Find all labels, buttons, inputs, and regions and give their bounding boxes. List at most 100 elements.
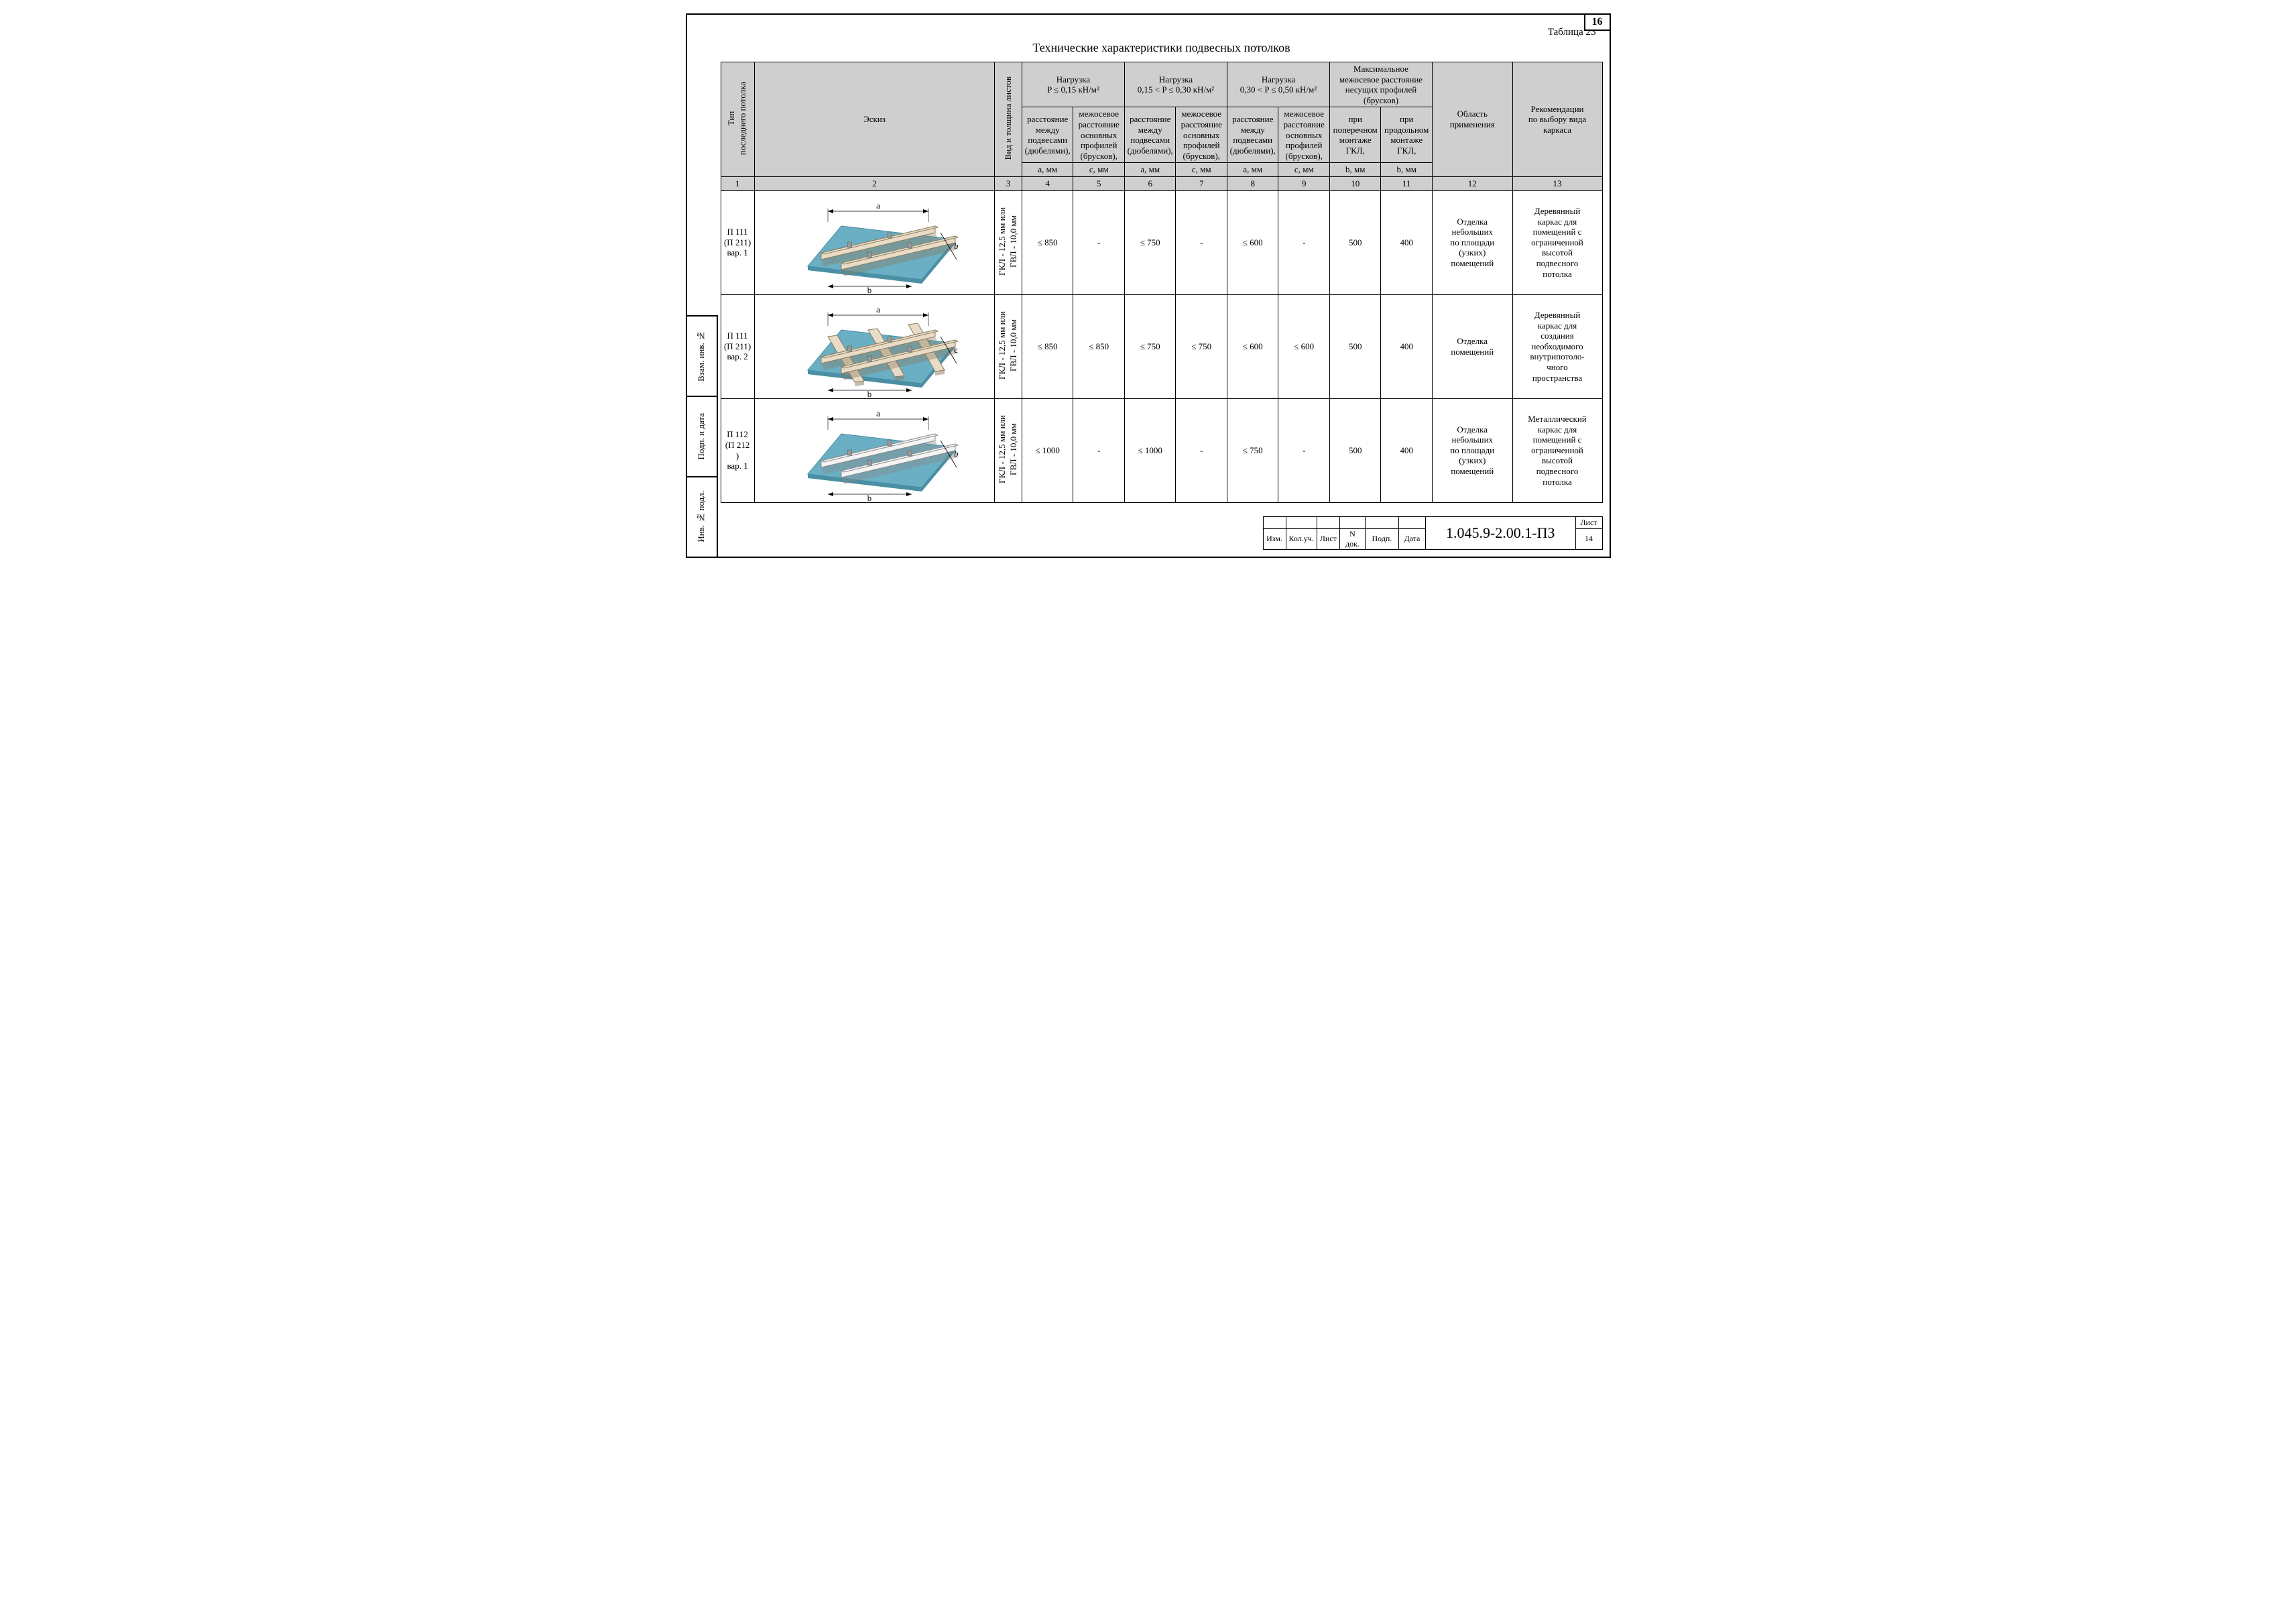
rec-cell: Деревянныйкаркас дляпомещений сограничен… — [1512, 190, 1602, 294]
sub-c-1: межосевоерасстояниеосновныхпрофилей(брус… — [1073, 107, 1125, 163]
row-type: П 111(П 211)вар. 1 — [721, 190, 754, 294]
side-stamp-cell: Взам. инв. № — [687, 317, 717, 397]
colnum: 12 — [1432, 176, 1512, 190]
unit-a-3: a, мм — [1227, 163, 1278, 177]
colnum-row: 12345678910111213 — [721, 176, 1602, 190]
svg-text:b: b — [867, 389, 871, 397]
colnum: 9 — [1278, 176, 1330, 190]
side-stamp-cell: Инв. № подл. — [687, 477, 717, 558]
page-frame: 16 Таблица 23 Технические характеристики… — [686, 13, 1611, 558]
title-block-label: Изм. — [1263, 528, 1286, 549]
unit-a-2: a, мм — [1124, 163, 1176, 177]
unit-a-1: a, мм — [1022, 163, 1073, 177]
spec-table: Типпоследнего потолка Эскиз Вид и толщин… — [721, 62, 1603, 503]
unit-c-1: c, мм — [1073, 163, 1125, 177]
table-body: П 111(П 211)вар. 1 a b b ГКЛ - 12,5 мм илиГВ… — [721, 190, 1602, 502]
table-row: П 112(П 212 )вар. 1 a b b ГКЛ - 12,5 мм илиГ… — [721, 398, 1602, 502]
sketch-svg: abc — [781, 296, 969, 397]
unit-b-1: b, мм — [1329, 163, 1381, 177]
colnum: 11 — [1381, 176, 1433, 190]
unit-c-3: c, мм — [1278, 163, 1330, 177]
table-row: П 111(П 211)вар. 2 abc ГКЛ - 12,5 мм илиГВ… — [721, 294, 1602, 398]
data-cell: ≤ 850 — [1073, 294, 1125, 398]
area-cell: Отделкапомещений — [1432, 294, 1512, 398]
load-group-2: Нагрузка0,15 < P ≤ 0,30 кН/м² — [1124, 62, 1227, 107]
row-type: П 112(П 212 )вар. 1 — [721, 398, 754, 502]
data-cell: ≤ 750 — [1227, 398, 1278, 502]
title-block-label: Дата — [1398, 528, 1425, 549]
sub-a-3: расстояниемеждуподвесами(дюбелями), — [1227, 107, 1278, 163]
title-block-label: N док. — [1339, 528, 1365, 549]
area-cell: Отделканебольшихпо площади(узких)помещен… — [1432, 190, 1512, 294]
title-block: 1.045.9-2.00.1-ПЗ Лист Изм.Кол.уч.ЛистN … — [1263, 516, 1603, 550]
svg-text:b: b — [954, 449, 959, 459]
data-cell: - — [1278, 190, 1330, 294]
data-cell: 500 — [1329, 398, 1381, 502]
data-cell: 400 — [1381, 190, 1433, 294]
data-cell: - — [1278, 398, 1330, 502]
sub-c-3: межосевоерасстояниеосновныхпрофилей(брус… — [1278, 107, 1330, 163]
page-number-top: 16 — [1584, 13, 1611, 31]
sketch-cell: abc — [754, 294, 995, 398]
title-block-label: Кол.уч. — [1286, 528, 1317, 549]
title-block-label: Подп. — [1365, 528, 1398, 549]
load-group-1: НагрузкаP ≤ 0,15 кН/м² — [1022, 62, 1124, 107]
data-cell: ≤ 850 — [1022, 294, 1073, 398]
sketch-cell: a b b — [754, 398, 995, 502]
sub-a-2: расстояниемеждуподвесами(дюбелями), — [1124, 107, 1176, 163]
table-label: Таблица 23 — [721, 27, 1596, 38]
col2-header: Эскиз — [754, 62, 995, 177]
max-group: Максимальноемежосевое расстояниенесущих … — [1329, 62, 1432, 107]
data-cell: - — [1073, 190, 1125, 294]
col12-header: Областьприменения — [1432, 62, 1512, 177]
sheet-num: 14 — [1575, 528, 1602, 549]
data-cell: - — [1073, 398, 1125, 502]
data-cell: ≤ 600 — [1278, 294, 1330, 398]
data-cell: ≤ 600 — [1227, 190, 1278, 294]
sheet-type: ГКЛ - 12,5 мм илиГВЛ - 10,0 мм — [995, 398, 1022, 502]
table-row: П 111(П 211)вар. 1 a b b ГКЛ - 12,5 мм илиГВ… — [721, 190, 1602, 294]
sub-b1: припоперечноммонтажеГКЛ, — [1329, 107, 1381, 163]
data-cell: 500 — [1329, 190, 1381, 294]
data-cell: 400 — [1381, 294, 1433, 398]
side-stamp-cell: Подп. и дата — [687, 397, 717, 477]
col1-header: Типпоследнего потолка — [726, 82, 749, 155]
colnum: 4 — [1022, 176, 1073, 190]
rec-cell: Металлическийкаркас дляпомещений сограни… — [1512, 398, 1602, 502]
data-cell: ≤ 750 — [1124, 294, 1176, 398]
data-cell: - — [1176, 190, 1227, 294]
page-title: Технические характеристики подвесных пот… — [721, 41, 1603, 55]
svg-text:a: a — [876, 408, 880, 418]
sheet-word: Лист — [1575, 516, 1602, 528]
sheet-type: ГКЛ - 12,5 мм илиГВЛ - 10,0 мм — [995, 294, 1022, 398]
sheet-type: ГКЛ - 12,5 мм илиГВЛ - 10,0 мм — [995, 190, 1022, 294]
colnum: 5 — [1073, 176, 1125, 190]
rec-cell: Деревянныйкаркас длясозданиянеобходимого… — [1512, 294, 1602, 398]
colnum: 10 — [1329, 176, 1381, 190]
colnum: 6 — [1124, 176, 1176, 190]
svg-text:b: b — [954, 241, 959, 251]
unit-c-2: c, мм — [1176, 163, 1227, 177]
sub-a-1: расстояниемеждуподвесами(дюбелями), — [1022, 107, 1073, 163]
sub-b2: припродольноммонтажеГКЛ, — [1381, 107, 1433, 163]
data-cell: ≤ 750 — [1124, 190, 1176, 294]
svg-text:a: a — [876, 200, 880, 211]
sketch-cell: a b b — [754, 190, 995, 294]
data-cell: ≤ 850 — [1022, 190, 1073, 294]
svg-text:b: b — [867, 493, 871, 501]
row-type: П 111(П 211)вар. 2 — [721, 294, 754, 398]
data-cell: ≤ 750 — [1176, 294, 1227, 398]
data-cell: ≤ 1000 — [1022, 398, 1073, 502]
data-cell: - — [1176, 398, 1227, 502]
data-cell: 500 — [1329, 294, 1381, 398]
sketch-svg: a b b — [781, 400, 969, 501]
sub-c-2: межосевоерасстояниеосновныхпрофилей(брус… — [1176, 107, 1227, 163]
colnum: 13 — [1512, 176, 1602, 190]
svg-text:b: b — [867, 285, 871, 293]
load-group-3: Нагрузка0,30 < P ≤ 0,50 кН/м² — [1227, 62, 1329, 107]
doc-code: 1.045.9-2.00.1-ПЗ — [1425, 516, 1575, 549]
data-cell: ≤ 1000 — [1124, 398, 1176, 502]
col3-header: Вид и толщина листов — [1003, 76, 1014, 160]
unit-b-2: b, мм — [1381, 163, 1433, 177]
data-cell: 400 — [1381, 398, 1433, 502]
